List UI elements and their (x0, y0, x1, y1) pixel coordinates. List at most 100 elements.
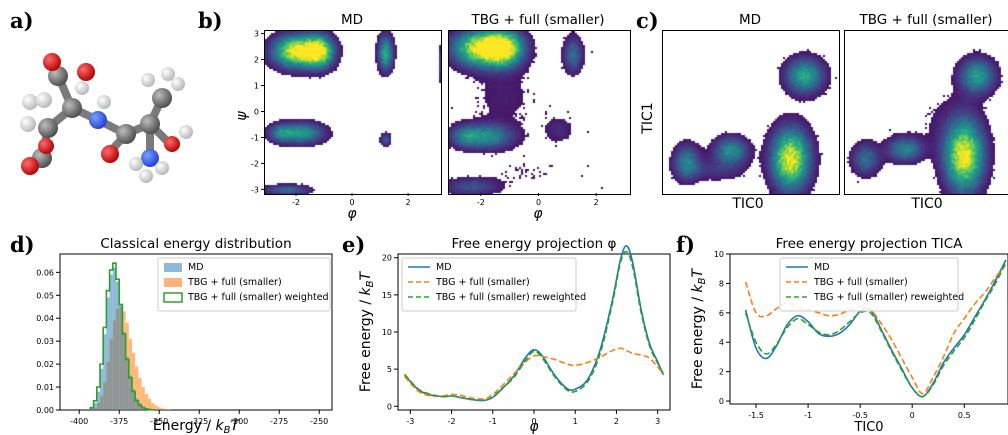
hist-bar (109, 338, 113, 410)
hist-bar (103, 382, 107, 410)
y-tick-label: 5 (387, 365, 392, 374)
hist-bar (93, 403, 97, 410)
legend-label: TBG + full (smaller) (187, 277, 282, 288)
x-tick-label: 0.5 (958, 411, 971, 420)
panel-label-a: a) (10, 8, 34, 33)
hist-bar (148, 409, 152, 410)
hist-bar (100, 368, 104, 410)
x-tick-label: -1 (804, 411, 812, 420)
hist-bar (116, 281, 120, 410)
x-axis-label: TIC0 (853, 420, 883, 435)
hist-bar (112, 320, 116, 410)
legend-swatch (164, 263, 182, 272)
y-tick-label: -3 (251, 185, 259, 194)
y-tick-label: 1 (254, 82, 259, 91)
panel-b-ylabel: ψ (234, 111, 250, 121)
hist-bar (109, 274, 113, 410)
legend-label: TBG + full (smaller) weighted (187, 292, 329, 303)
panel-b-xlabel-1: φ (347, 206, 357, 222)
series-line-md (744, 259, 1007, 398)
y-tick-label: 2 (254, 56, 259, 65)
panel-b-title-md: MD (340, 12, 364, 28)
hist-bar (125, 357, 129, 410)
legend-label: TBG + full (smaller) (435, 277, 530, 288)
hist-bar (116, 309, 120, 410)
plot-frame (729, 253, 1008, 405)
x-tick-label: -2 (448, 417, 456, 426)
series-line-tbg (404, 347, 665, 400)
y-tick-label: 0.03 (36, 337, 54, 346)
hist-bar (125, 322, 129, 410)
legend-box (779, 257, 959, 312)
legend-label: MD (436, 262, 452, 273)
hist-bar (138, 403, 142, 410)
hist-bar (96, 391, 100, 410)
hist-bar (119, 306, 123, 410)
hist-bar (144, 408, 148, 410)
x-axis-label: Energy / kBT (153, 418, 241, 435)
y-tick-label: 0.05 (36, 291, 54, 300)
y-axis-label: Free energy / kBT (358, 271, 376, 393)
y-tick-label: 4 (719, 338, 724, 347)
heatmap-c-md (662, 30, 840, 195)
hist-bar (100, 396, 104, 410)
y-tick-label: 20 (382, 254, 392, 263)
hist-bar (103, 334, 107, 410)
x-tick-label: -400 (70, 417, 88, 426)
heatmap-c-tbg (844, 30, 1008, 195)
panel-c-xlabel-2: TIC0 (910, 196, 942, 212)
x-tick-label: -275 (270, 417, 288, 426)
y-tick-label: 8 (719, 279, 724, 288)
x-tick-label: -3 (406, 417, 414, 426)
panel-b-title-tbg: TBG + full (smaller) (471, 12, 605, 28)
hist-bar (112, 267, 116, 410)
legend-label: MD (814, 262, 830, 273)
panel-label-b: b) (198, 8, 223, 33)
hist-bar (154, 405, 158, 410)
x-tick-label: -1 (489, 417, 497, 426)
y-tick-label: 10 (382, 328, 392, 337)
x-tick-label: -250 (310, 417, 328, 426)
plot-frame (397, 253, 671, 411)
y-tick-label: 0.01 (36, 383, 54, 392)
x-tick-label: 2 (406, 198, 411, 207)
hist-bar (141, 387, 145, 410)
hist-bar (93, 407, 97, 410)
series-line-tbg (744, 263, 1007, 395)
panel-f-title: Free energy projection TICA (775, 236, 963, 252)
x-tick-label: -2 (477, 198, 485, 207)
y-tick-label: 15 (382, 291, 392, 300)
y-tick-label: 0.04 (36, 314, 54, 323)
molecule-3d-image (20, 53, 193, 183)
hist-bar (135, 398, 139, 410)
x-tick-label: -300 (230, 417, 248, 426)
x-axis-label: φ (529, 419, 539, 435)
panel-label-c: c) (636, 8, 659, 33)
x-tick-label: 3 (655, 417, 660, 426)
y-tick-label: 0 (719, 397, 724, 406)
x-tick-label: 0 (536, 198, 541, 207)
panel-label-f: f) (676, 232, 695, 257)
hist-bar (128, 338, 132, 410)
legend-label: TBG + full (smaller) reweighted (435, 292, 586, 303)
x-tick-label: -0.5 (852, 411, 868, 420)
hist-bar (144, 393, 148, 410)
y-tick-label: 0 (254, 108, 259, 117)
heatmap-b-tbg (448, 30, 631, 195)
x-tick-label: 1 (573, 417, 578, 426)
panel-c-xlabel-1: TIC0 (731, 196, 763, 212)
x-tick-label: 0 (910, 411, 915, 420)
hist-bar (106, 361, 110, 410)
x-tick-label: -1.5 (748, 411, 764, 420)
y-tick-label: 0.06 (36, 268, 54, 277)
x-tick-label: 2 (614, 417, 619, 426)
hist-bar (128, 375, 132, 410)
hist-bar (151, 403, 155, 410)
hist-step-weighted (89, 262, 156, 411)
panel-e-title: Free energy projection φ (451, 236, 617, 252)
y-tick-label: -2 (251, 159, 259, 168)
panel-c-title-tbg: TBG + full (smaller) (859, 12, 993, 28)
x-tick-label: 0 (349, 198, 354, 207)
hist-bar (138, 377, 142, 410)
panel-label-d: d) (10, 232, 35, 257)
